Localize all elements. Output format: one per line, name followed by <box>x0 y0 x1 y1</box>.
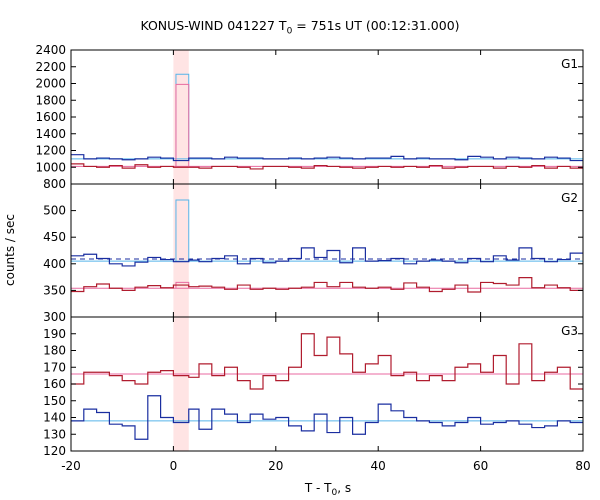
y-axis-label: counts / sec <box>3 214 17 286</box>
chart-title: KONUS-WIND 041227 T0 = 751s UT (00:12:31… <box>140 18 460 37</box>
y-tick-label: 160 <box>43 377 66 391</box>
highlight-band <box>173 50 189 451</box>
y-tick-label: 2400 <box>35 43 66 57</box>
series-blue_series <box>71 247 583 267</box>
panel-frame-g1 <box>70 49 584 185</box>
x-tick-label: 40 <box>371 459 386 473</box>
x-tick-label: 0 <box>170 459 178 473</box>
y-tick-label: 1000 <box>35 160 66 174</box>
panel-g1 <box>71 73 583 170</box>
y-tick-label: 300 <box>43 310 66 324</box>
panel-label: G1 <box>561 57 578 71</box>
series-red_series <box>71 333 583 390</box>
y-tick-label: 150 <box>43 394 66 408</box>
x-tick-label: -20 <box>61 459 81 473</box>
y-tick-label: 1400 <box>35 127 66 141</box>
y-tick-label: 180 <box>43 344 66 358</box>
y-tick-label: 350 <box>43 283 66 297</box>
y-tick-label: 130 <box>43 427 66 441</box>
series-red_series <box>71 163 583 170</box>
y-tick-label: 1200 <box>35 144 66 158</box>
y-tick-label: 500 <box>43 204 66 218</box>
series-blue_series <box>71 395 583 440</box>
y-tick-label: 1800 <box>35 93 66 107</box>
x-tick-label: 60 <box>473 459 488 473</box>
y-tick-label: 2000 <box>35 77 66 91</box>
panel-label: G3 <box>561 324 578 338</box>
x-axis-label: T - T0, s <box>304 481 351 498</box>
panel-g3 <box>71 333 583 440</box>
y-tick-label: 2200 <box>35 60 66 74</box>
panel-label: G2 <box>561 191 578 205</box>
spike-cyan <box>175 199 190 262</box>
y-tick-label: 450 <box>43 230 66 244</box>
y-tick-label: 1600 <box>35 110 66 124</box>
x-tick-label: 80 <box>575 459 590 473</box>
y-tick-label: 170 <box>43 360 66 374</box>
panel-g2 <box>71 199 583 293</box>
y-tick-label: 400 <box>43 257 66 271</box>
y-tick-label: 140 <box>43 411 66 425</box>
y-tick-label: 800 <box>43 177 66 191</box>
y-tick-label: 120 <box>43 444 66 458</box>
spike-pink <box>175 83 190 167</box>
x-tick-label: 20 <box>268 459 283 473</box>
series-red_series <box>71 277 583 293</box>
series-blue_series <box>71 154 583 162</box>
y-tick-label: 190 <box>43 327 66 341</box>
